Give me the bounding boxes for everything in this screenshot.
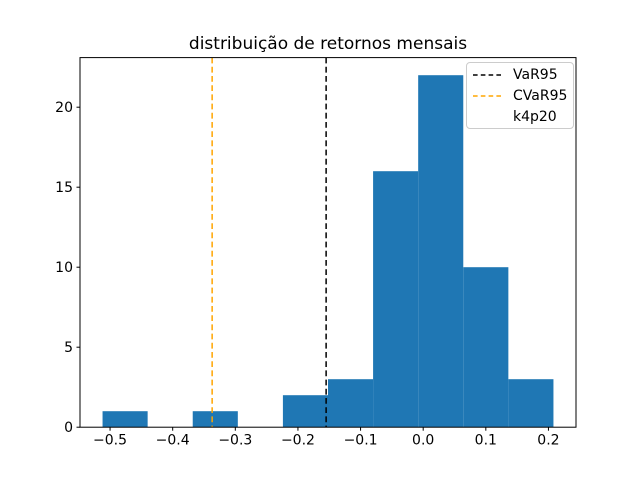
histogram-bar xyxy=(282,395,328,428)
histogram-bar xyxy=(373,171,419,428)
x-tick-label: 0.1 xyxy=(475,433,497,449)
histogram-bar xyxy=(463,267,509,428)
histogram-bar xyxy=(102,411,148,428)
legend-label: VaR95 xyxy=(513,66,558,83)
x-tick-label: 0.0 xyxy=(412,433,434,449)
axes-frame xyxy=(79,57,577,428)
legend-entry-k4p20: k4p20 xyxy=(473,106,573,127)
legend: VaR95 CVaR95 k4p20 xyxy=(466,62,574,129)
y-tick-label: 5 xyxy=(64,340,73,356)
y-tick-label: 15 xyxy=(55,180,73,196)
histogram-bar xyxy=(328,379,374,428)
x-tick-label: −0.5 xyxy=(93,433,127,449)
y-tick-label: 10 xyxy=(55,260,73,276)
legend-label: k4p20 xyxy=(513,108,557,125)
x-tick-label: −0.4 xyxy=(156,433,190,449)
x-tick-label: −0.2 xyxy=(281,433,315,449)
histogram-bar xyxy=(192,411,238,428)
empty-swatch xyxy=(473,115,501,119)
x-tick-label: 0.2 xyxy=(537,433,559,449)
x-tick-label: −0.1 xyxy=(344,433,378,449)
dashed-line-swatch xyxy=(473,94,501,97)
x-tick-label: −0.3 xyxy=(218,433,252,449)
y-tick-label: 0 xyxy=(64,420,73,436)
histogram-bar xyxy=(508,379,554,428)
legend-entry-var95: VaR95 xyxy=(473,64,573,85)
histogram-bar xyxy=(418,75,464,428)
legend-entry-cvar95: CVaR95 xyxy=(473,85,573,106)
y-tick-label: 20 xyxy=(55,100,73,116)
dashed-line-swatch xyxy=(473,73,501,76)
legend-label: CVaR95 xyxy=(513,87,568,104)
chart-title: distribuição de retornos mensais xyxy=(188,34,468,54)
